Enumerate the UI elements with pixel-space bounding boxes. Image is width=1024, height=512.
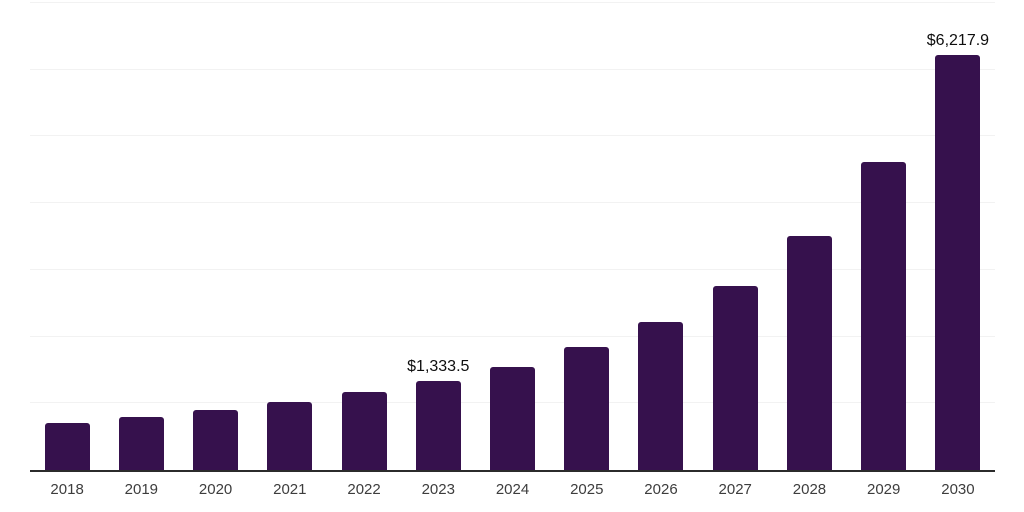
x-tick-2027: 2027 — [718, 481, 752, 498]
bar-2021[interactable] — [267, 402, 313, 470]
bar-2030[interactable] — [935, 55, 981, 470]
x-tick-2018: 2018 — [50, 481, 84, 498]
bar-slot-2028 — [772, 3, 846, 470]
gridline — [30, 2, 995, 3]
x-tick-2023: 2023 — [421, 481, 455, 498]
bar-2025[interactable] — [564, 347, 610, 470]
bar-2019[interactable] — [118, 417, 164, 470]
bar-2029[interactable] — [861, 162, 907, 470]
gridline — [30, 68, 995, 70]
bar-slot-2027 — [698, 3, 772, 470]
x-tick-2019: 2019 — [124, 481, 159, 498]
data-label-2023: $1,333.5 — [407, 358, 470, 376]
bar-2027[interactable] — [712, 285, 758, 470]
gridline — [30, 335, 995, 337]
gridline — [30, 202, 995, 204]
bar-2026[interactable] — [638, 321, 684, 470]
x-tick-2020: 2020 — [198, 481, 233, 498]
bar-2020[interactable] — [193, 409, 239, 470]
bar-2023[interactable] — [415, 381, 461, 470]
bar-slot-2023: $1,333.5 — [401, 3, 475, 470]
x-tick-2030: 2030 — [941, 481, 975, 498]
bar-slot-2025 — [550, 3, 624, 470]
data-label-2030: $6,217.9 — [926, 32, 990, 50]
bar-slot-2024 — [475, 3, 549, 470]
bar-slot-2029 — [847, 3, 921, 470]
bar-slot-2018 — [30, 3, 104, 470]
bar-slot-2019 — [104, 3, 178, 470]
bar-series: $1,333.5 $6,217.9 — [30, 3, 995, 470]
x-tick-2026: 2026 — [644, 481, 678, 498]
bar-slot-2022 — [327, 3, 401, 470]
plot-area: $1,333.5 $6,217.9 — [30, 2, 995, 472]
bar-slot-2030: $6,217.9 — [921, 3, 995, 470]
bar-2028[interactable] — [786, 235, 832, 470]
x-tick-2025: 2025 — [570, 481, 604, 498]
x-tick-2021: 2021 — [273, 481, 307, 498]
bar-2024[interactable] — [490, 366, 536, 470]
x-axis-line — [30, 470, 995, 472]
x-tick-2029: 2029 — [867, 481, 901, 498]
x-axis-tick-labels: 2018 2019 2020 2021 2022 2023 2024 2025 2026 2027… — [30, 480, 995, 500]
bar-slot-2020 — [178, 3, 252, 470]
gridline — [30, 135, 995, 137]
bar-slot-2021 — [253, 3, 327, 470]
bar-2018[interactable] — [44, 422, 90, 470]
gridline — [30, 268, 995, 270]
x-tick-2024: 2024 — [495, 481, 530, 498]
bar-2022[interactable] — [341, 391, 387, 470]
bar-slot-2026 — [624, 3, 698, 470]
x-tick-2022: 2022 — [347, 481, 381, 498]
x-tick-2028: 2028 — [792, 481, 827, 498]
